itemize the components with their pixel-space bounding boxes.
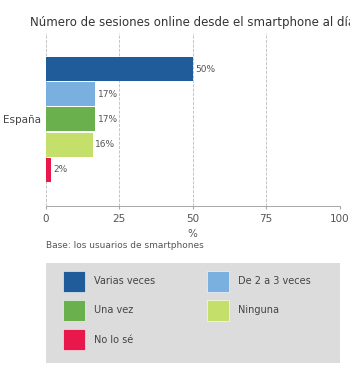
FancyBboxPatch shape — [46, 263, 340, 363]
Text: 2%: 2% — [54, 165, 68, 174]
Bar — [46, 107, 96, 131]
FancyBboxPatch shape — [207, 271, 229, 292]
FancyBboxPatch shape — [63, 271, 85, 292]
Bar — [46, 83, 96, 106]
Bar — [46, 57, 192, 81]
Title: Número de sesiones online desde el smartphone al día: Número de sesiones online desde el smart… — [30, 16, 350, 29]
Text: 17%: 17% — [98, 90, 118, 99]
Text: 16%: 16% — [95, 140, 115, 149]
X-axis label: %: % — [188, 229, 197, 239]
Text: Base: los usuarios de smartphones: Base: los usuarios de smartphones — [46, 241, 203, 250]
Text: De 2 a 3 veces: De 2 a 3 veces — [238, 276, 311, 286]
FancyBboxPatch shape — [63, 300, 85, 321]
Bar — [46, 158, 51, 182]
Text: Una vez: Una vez — [94, 305, 133, 315]
Text: Ninguna: Ninguna — [238, 305, 279, 315]
Text: 17%: 17% — [98, 115, 118, 124]
Text: No lo sé: No lo sé — [94, 334, 133, 344]
Text: 50%: 50% — [195, 65, 215, 74]
Bar — [46, 132, 92, 157]
Text: Varias veces: Varias veces — [94, 276, 155, 286]
FancyBboxPatch shape — [207, 300, 229, 321]
FancyBboxPatch shape — [63, 329, 85, 350]
